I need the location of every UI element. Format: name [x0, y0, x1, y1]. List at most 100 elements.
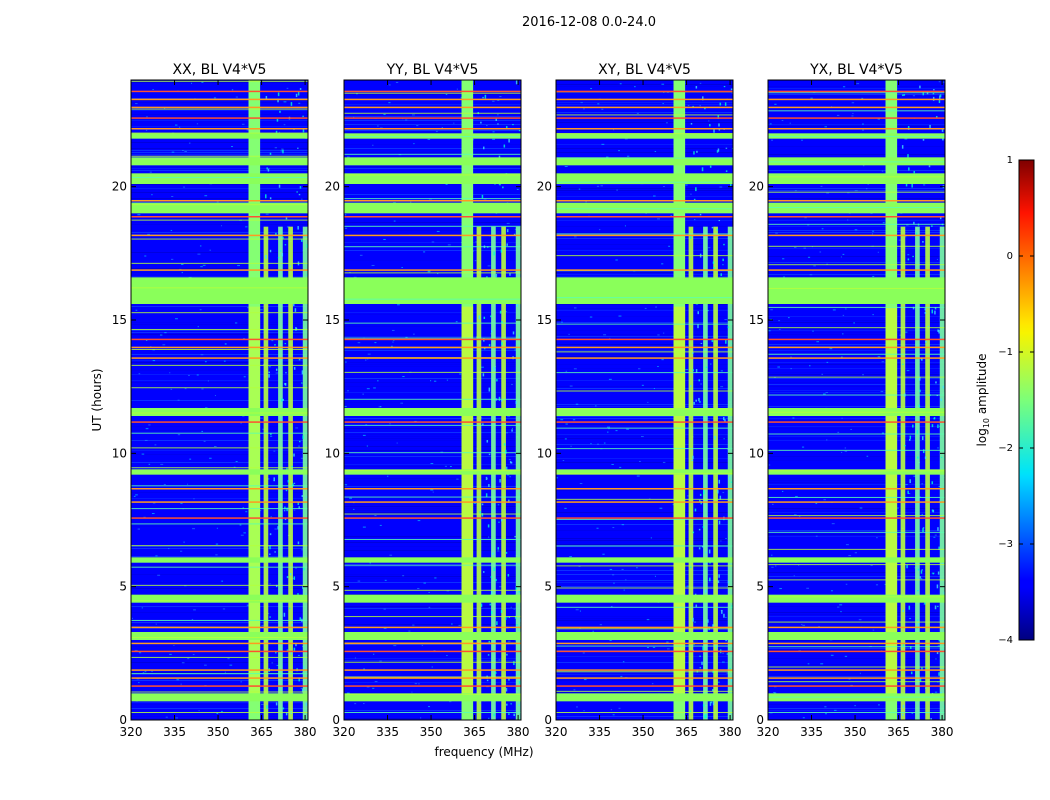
noise-speck [441, 127, 443, 129]
feature-speck [918, 404, 921, 408]
noise-row [556, 196, 733, 197]
feature-speck [696, 669, 699, 673]
feature-speck [922, 527, 925, 529]
feature-speck [927, 326, 929, 328]
rfi-time-line [768, 338, 945, 341]
noise-speck [475, 241, 478, 243]
noise-speck [170, 388, 173, 390]
feature-speck [496, 621, 498, 626]
feature-speck [501, 321, 503, 324]
noise-row [768, 680, 945, 681]
noise-speck [487, 265, 491, 267]
thin-time-line [344, 92, 521, 94]
noise-speck [842, 253, 845, 255]
feature-speck [689, 710, 692, 714]
noise-row [768, 500, 945, 501]
rfi-time-line [344, 488, 521, 490]
y-tick-label: 20 [749, 180, 764, 194]
noise-speck [413, 333, 415, 335]
noise-row [556, 230, 733, 231]
feature-speck [731, 231, 733, 235]
noise-row [768, 548, 945, 549]
feature-speck [933, 417, 936, 420]
rfi-time-line [131, 685, 308, 687]
rfi-time-line [556, 517, 733, 519]
y-tick-label: 15 [749, 313, 764, 327]
noise-speck [877, 118, 880, 120]
feature-speck [514, 535, 516, 538]
noise-speck [935, 658, 937, 660]
feature-speck [481, 513, 484, 517]
noise-speck [373, 387, 376, 389]
feature-speck [905, 183, 908, 187]
noise-row [768, 714, 945, 715]
thin-time-line [344, 298, 521, 300]
feature-speck [295, 93, 298, 98]
noise-row [131, 476, 308, 477]
noise-speck [831, 590, 833, 592]
noise-speck [155, 623, 157, 625]
noise-speck [809, 274, 813, 276]
noise-row [344, 446, 521, 447]
thin-time-line [768, 712, 945, 713]
thin-time-line [131, 132, 308, 134]
noise-speck [852, 113, 854, 115]
noise-row [131, 102, 308, 103]
noise-row [344, 92, 521, 93]
noise-row [131, 702, 308, 703]
noise-speck [844, 447, 847, 449]
noise-row [768, 478, 945, 479]
noise-row [131, 360, 308, 361]
feature-speck [692, 455, 694, 459]
feature-speck [294, 308, 297, 312]
noise-speck [583, 710, 585, 712]
thin-time-line [768, 327, 945, 329]
noise-speck [898, 239, 901, 241]
noise-speck [842, 86, 846, 88]
noise-speck [848, 555, 852, 557]
noise-speck [354, 657, 357, 659]
noise-row [768, 650, 945, 651]
noise-row [556, 218, 733, 219]
noise-row [131, 650, 308, 651]
feature-speck [698, 379, 700, 382]
rfi-time-line [131, 677, 308, 679]
noise-speck [615, 430, 618, 432]
rfi-time-line [131, 517, 308, 519]
feature-speck [284, 506, 286, 510]
noise-speck [775, 232, 778, 234]
noise-speck [825, 713, 827, 715]
feature-speck [692, 369, 694, 372]
noise-speck [659, 507, 663, 509]
noise-row [556, 126, 733, 127]
feature-speck [724, 102, 727, 106]
feature-speck [289, 265, 292, 267]
feature-speck [718, 574, 720, 578]
noise-row [768, 440, 945, 441]
flagged-time-band [768, 469, 945, 475]
noise-speck [242, 415, 245, 417]
noise-speck [346, 692, 350, 694]
feature-speck [486, 276, 488, 278]
rfi-time-line [131, 98, 308, 101]
noise-row [344, 340, 521, 341]
noise-row [768, 536, 945, 537]
noise-row [344, 94, 521, 95]
thin-time-line [768, 564, 945, 566]
noise-row [768, 274, 945, 275]
noise-speck [793, 246, 797, 248]
noise-row [344, 350, 521, 351]
feature-speck [921, 436, 924, 440]
feature-speck [930, 718, 932, 720]
flagged-time-band [556, 594, 733, 603]
noise-speck [197, 253, 201, 255]
thin-time-line [131, 328, 308, 330]
feature-speck [689, 385, 692, 388]
feature-speck [483, 571, 485, 573]
noise-row [556, 202, 733, 203]
noise-row [344, 148, 521, 149]
thin-time-line [556, 565, 733, 567]
feature-speck [943, 591, 945, 595]
noise-speck [906, 224, 909, 226]
